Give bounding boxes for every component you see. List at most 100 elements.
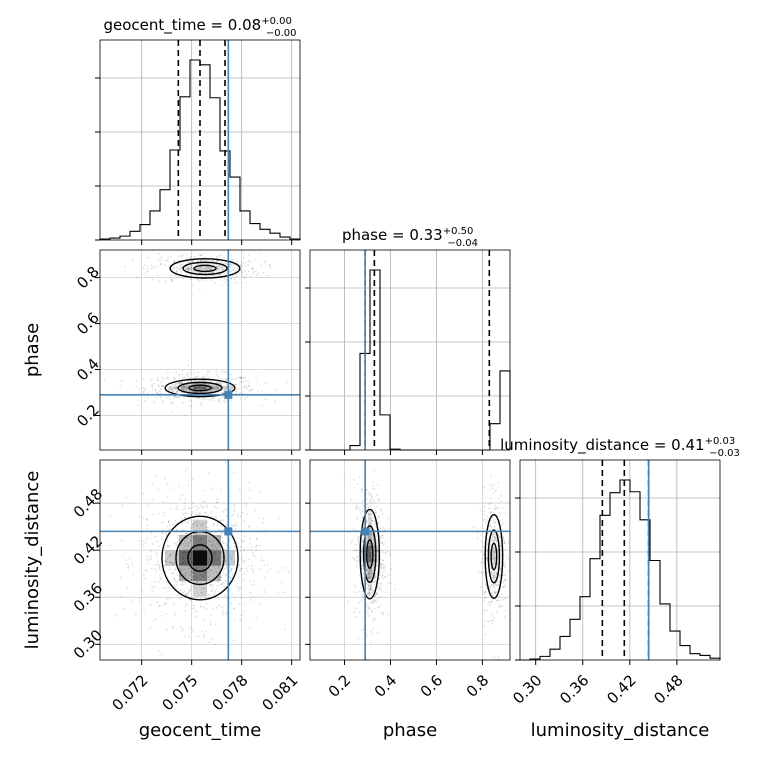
density-cell <box>368 529 372 546</box>
sample-point <box>374 576 376 579</box>
sample-point <box>219 274 222 276</box>
sample-point <box>369 587 372 590</box>
sample-point <box>243 257 245 259</box>
sample-point <box>171 388 174 391</box>
sample-point <box>211 386 214 389</box>
sample-point <box>174 567 177 570</box>
sample-point <box>373 520 376 522</box>
sample-point <box>203 618 205 621</box>
sample-point <box>184 604 187 607</box>
sample-point <box>184 532 187 535</box>
sample-point <box>235 377 238 380</box>
sample-point <box>239 618 242 621</box>
sample-point <box>502 574 505 577</box>
sample-point <box>177 255 180 257</box>
sample-point <box>162 501 165 504</box>
sample-point <box>477 571 480 574</box>
sample-point <box>480 534 483 536</box>
sample-point <box>256 274 258 277</box>
sample-point <box>265 382 268 385</box>
sample-point <box>108 515 111 517</box>
sample-point <box>199 272 202 274</box>
sample-point <box>485 515 488 517</box>
sample-point <box>375 601 377 604</box>
sample-point <box>178 383 181 386</box>
sample-point <box>230 399 233 402</box>
sample-point <box>361 617 364 619</box>
sample-point <box>371 592 374 594</box>
contour-level-0 <box>188 384 212 392</box>
sample-point <box>148 629 151 631</box>
sample-point <box>222 268 225 271</box>
sample-point <box>376 565 378 568</box>
sample-point <box>174 569 177 572</box>
sample-point <box>248 481 250 484</box>
sample-point <box>175 276 178 279</box>
sample-point <box>250 275 252 278</box>
sample-point <box>367 512 370 514</box>
sample-point <box>178 276 181 279</box>
sample-point <box>491 584 493 587</box>
sample-point <box>182 513 184 516</box>
sample-point <box>221 266 223 269</box>
sample-point <box>163 511 166 514</box>
sample-point <box>247 525 250 528</box>
sample-point <box>228 540 231 542</box>
sample-point <box>217 576 220 578</box>
sample-point <box>197 260 200 262</box>
sample-point <box>369 579 371 581</box>
sample-point <box>225 523 228 526</box>
sample-point <box>284 628 286 631</box>
sample-point <box>370 585 372 588</box>
sample-point <box>190 513 193 515</box>
sample-point <box>207 575 210 578</box>
y-tick-label: 0.42 <box>70 532 106 568</box>
sample-point <box>249 489 252 492</box>
sample-point <box>233 524 235 527</box>
sample-point <box>365 498 368 500</box>
sample-point <box>490 589 492 591</box>
sample-point <box>205 528 208 531</box>
sample-point <box>172 563 175 566</box>
sample-point <box>242 548 245 551</box>
sample-point <box>215 571 218 574</box>
sample-point <box>366 592 369 595</box>
sample-point <box>176 536 179 539</box>
sample-point <box>176 266 179 269</box>
sample-point <box>498 575 501 578</box>
sample-point <box>355 548 358 551</box>
sample-point <box>186 537 189 539</box>
histogram-luminosity_distance <box>520 479 721 661</box>
sample-point <box>177 374 180 377</box>
sample-point <box>233 509 236 511</box>
sample-point <box>167 544 170 547</box>
sample-point <box>382 566 385 568</box>
sample-point <box>356 549 359 552</box>
sample-point <box>171 562 174 565</box>
sample-point <box>472 526 475 529</box>
sample-point <box>365 569 368 572</box>
sample-point <box>146 537 149 540</box>
truth-marker <box>361 527 370 536</box>
contour-level-0 <box>366 539 374 569</box>
sample-point <box>259 559 262 561</box>
sample-point <box>215 547 218 549</box>
sample-point <box>249 591 252 594</box>
sample-point <box>224 278 227 281</box>
sample-point <box>146 518 149 521</box>
sample-point <box>269 264 271 267</box>
sample-point <box>184 540 187 542</box>
sample-point <box>248 389 251 392</box>
sample-point <box>240 268 243 271</box>
sample-point <box>184 471 187 473</box>
sample-point <box>495 599 498 601</box>
sample-point <box>487 620 490 623</box>
sample-point <box>173 395 176 398</box>
sample-point <box>501 524 503 527</box>
sample-point <box>380 590 383 592</box>
sample-point <box>370 629 372 632</box>
sample-point <box>501 593 503 596</box>
sample-point <box>365 603 368 605</box>
sample-point <box>181 581 183 584</box>
sample-point <box>503 585 506 587</box>
